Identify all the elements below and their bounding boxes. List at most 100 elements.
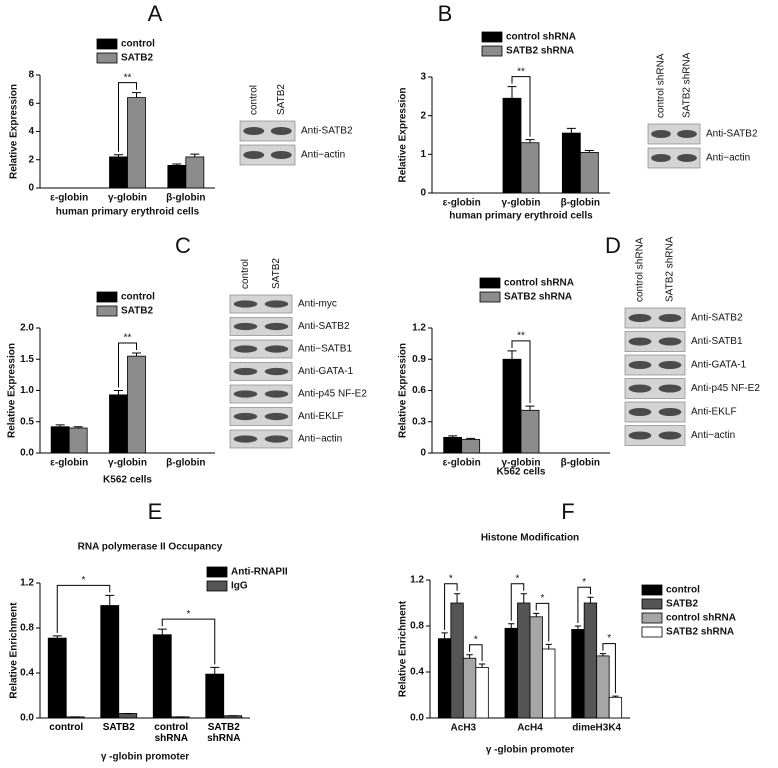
error-bar (114, 390, 123, 395)
y-tick-label: 0.3 (412, 416, 426, 427)
x-tick-label: ε-globin (50, 193, 88, 204)
x-tick-label: β-globin (166, 458, 205, 469)
lane-label: SATB2 (276, 84, 287, 115)
blot-band (264, 390, 289, 398)
bar (109, 156, 128, 189)
bar (571, 629, 585, 719)
blot-strip (239, 144, 296, 166)
blot-strip (229, 362, 293, 381)
error-bar (52, 635, 62, 639)
error-bar (114, 154, 123, 157)
significance-bracket (444, 583, 458, 630)
y-axis-label: Relative Expression (9, 84, 20, 179)
chart-title: RNA polymerase II Occupancy (78, 542, 223, 553)
blot-band (658, 361, 682, 369)
legend-label: control (121, 39, 155, 50)
significance-bracket (469, 644, 483, 661)
x-tick-label-box: SATB2 (102, 722, 135, 733)
error-bar (584, 149, 594, 153)
bar (205, 673, 225, 719)
bar (520, 142, 540, 194)
blot-band (651, 130, 671, 138)
y-tick-label: 0 (420, 448, 426, 459)
legend-swatch (96, 52, 118, 64)
y-axis-label: Relative Enrichment (9, 602, 20, 699)
blot-band (264, 300, 289, 308)
y-tick-label: 2.0 (20, 323, 34, 334)
x-tick-label: SATB2 (102, 722, 135, 733)
blot-row-label: Anti-GATA-1 (691, 360, 747, 371)
blot-row-label: Anti−actin (298, 434, 342, 445)
x-tick-label: control (49, 722, 84, 733)
blot-band (270, 151, 292, 159)
bar (127, 355, 146, 454)
bar (504, 627, 518, 719)
y-tick-label: 0.6 (412, 385, 426, 396)
blot-band (658, 314, 682, 322)
bar (520, 409, 540, 454)
y-tick-label: 0 (420, 188, 426, 199)
x-axis-label: K562 cells (497, 467, 546, 478)
bar (517, 602, 531, 719)
bar (118, 713, 138, 719)
legend-label: control (666, 585, 700, 596)
bar (502, 358, 522, 454)
blot-row-label: Anti-EKLF (298, 411, 344, 422)
y-tick-label: 1.2 (412, 323, 426, 334)
blot-row-label: Anti−actin (301, 150, 345, 161)
bar (127, 97, 146, 189)
y-tick-label: 0.4 (410, 667, 424, 678)
legend-label: control shRNA (666, 613, 736, 624)
significance-bracket (510, 583, 525, 621)
significance-bracket (161, 618, 216, 665)
y-axis-label: Relative Expression (7, 343, 18, 438)
error-bar (132, 352, 141, 357)
error-bar (172, 163, 182, 166)
error-bar (448, 435, 458, 438)
lane-label: SATB2 (271, 258, 282, 289)
y-tick-label: 2 (28, 154, 34, 165)
legend-swatch (641, 598, 663, 610)
x-tick-label: control shRNA (154, 722, 189, 744)
y-tick-label: 0.4 (20, 668, 34, 679)
x-tick-label: γ-globin (108, 458, 147, 469)
legend-swatch (479, 277, 501, 289)
significance-label: * (82, 575, 86, 586)
blot-strip (647, 147, 701, 169)
panel-letter: C (175, 233, 191, 258)
bar (529, 616, 543, 719)
y-tick-label: 1 (420, 149, 426, 160)
error-bar (533, 612, 540, 617)
blot-strip (647, 123, 701, 145)
legend-label: control (121, 292, 155, 303)
bar (561, 132, 581, 194)
blot-row-label: Anti-SATB1 (691, 336, 743, 347)
bar (608, 696, 623, 719)
bar (109, 394, 128, 454)
x-tick-label-box: control (49, 722, 84, 733)
y-tick-label: 2 (420, 110, 426, 121)
y-tick-label: 3 (420, 72, 426, 83)
legend-label: SATB2 (666, 599, 698, 610)
blot-band (243, 151, 265, 159)
panel-letter: D (605, 233, 621, 258)
x-tick-label: β-globin (561, 458, 600, 469)
legend-swatch (96, 305, 118, 317)
significance-bracket (577, 586, 591, 623)
blot-band (233, 345, 258, 353)
panel-letter: F (561, 499, 574, 524)
x-tick-label: γ-globin (502, 458, 541, 469)
y-tick-label: 0.0 (20, 713, 34, 724)
legend-swatch (641, 626, 663, 638)
y-tick-label: 0.8 (20, 623, 34, 634)
significance-label: ** (517, 66, 525, 77)
error-bar (508, 623, 515, 629)
blot-row-label: Anti-EKLF (691, 407, 737, 418)
panel-letter: E (148, 499, 163, 524)
error-bar (545, 643, 552, 649)
error-bar (441, 632, 448, 639)
bar (502, 97, 522, 194)
legend-swatch (481, 31, 503, 43)
significance-label: ** (124, 333, 132, 344)
x-tick-label: dimeH3K4 (572, 723, 621, 734)
